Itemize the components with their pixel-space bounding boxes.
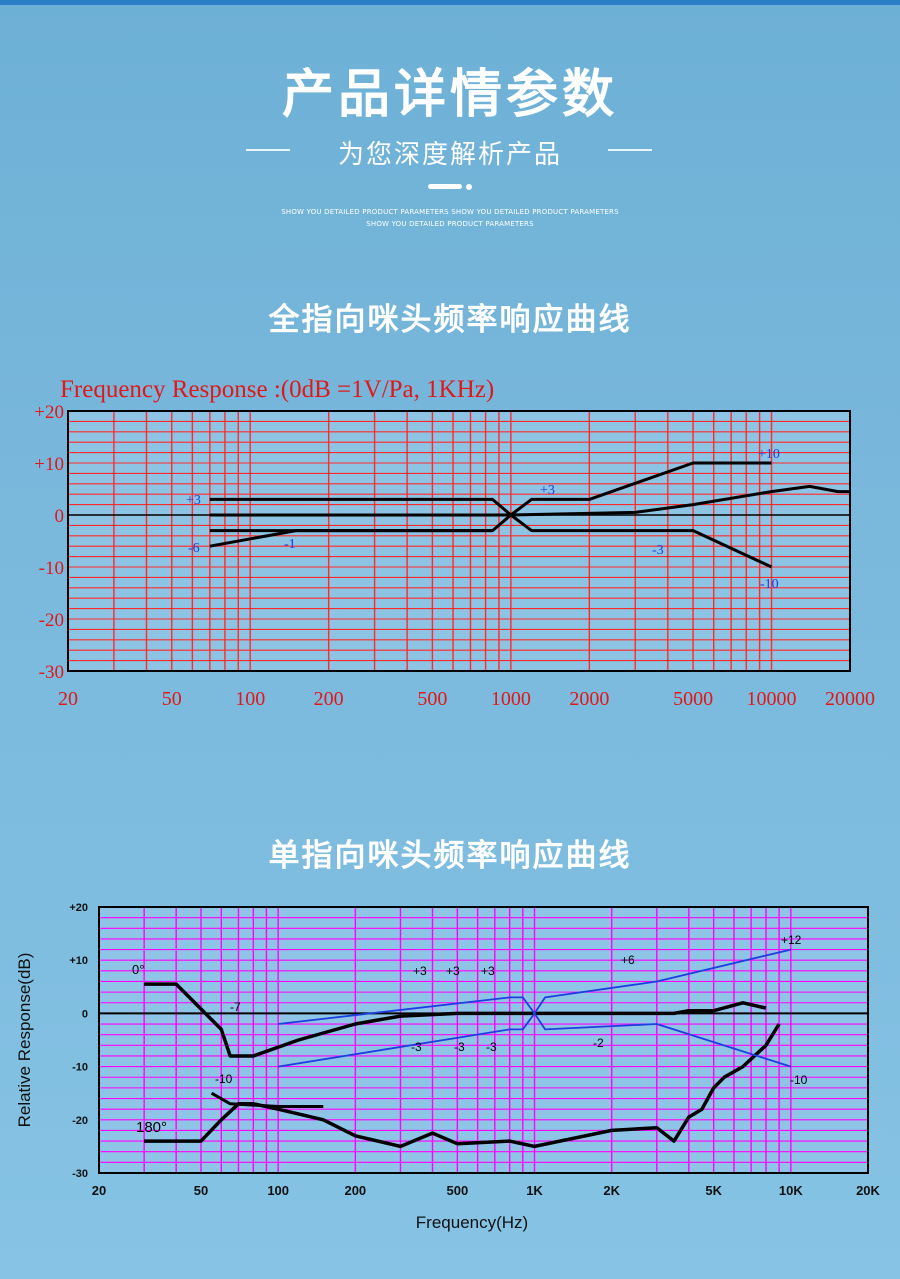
curve-annotation: -3 — [454, 1040, 465, 1054]
series-line — [144, 982, 767, 1058]
series-line — [278, 1012, 792, 1068]
x-axis-label: Frequency(Hz) — [416, 1213, 528, 1232]
section-title-cardioid: 单指向咪头频率响应曲线 — [268, 838, 632, 874]
cardioid-frequency-response-chart: +20 +10 0 -10 -20 -30 20 50 100 200 500 1K 2K 5K 10K 20… — [15, 902, 881, 1232]
y-tick-label: +20 — [34, 402, 64, 423]
curve-annotation: +12 — [781, 933, 802, 947]
x-tick-label: 50 — [194, 1183, 208, 1198]
curve-annotation: -3 — [411, 1040, 422, 1054]
x-tick-label: 20 — [58, 688, 78, 710]
plot-frame — [98, 906, 869, 1174]
0-deg-label: 0° — [132, 962, 144, 977]
x-tick-label: 1K — [526, 1183, 543, 1198]
x-tick-label: 2000 — [569, 688, 609, 710]
y-tick-label: 0 — [55, 506, 65, 527]
curve-annotation: -10 — [760, 577, 779, 592]
curve-annotation: +3 — [186, 493, 201, 508]
y-tick-label: -30 — [39, 662, 64, 683]
curve-annotation: -7 — [230, 1000, 241, 1014]
english-caption-line2: SHOW YOU DETAILED PRODUCT PARAMETERS — [366, 220, 534, 228]
curve-annotation: +10 — [758, 447, 780, 462]
curve-annotation: -6 — [188, 541, 200, 556]
series-line — [209, 529, 493, 548]
x-tick-label: 10K — [779, 1183, 803, 1198]
y-tick-label: 0 — [82, 1008, 88, 1020]
y-tick-label: -30 — [72, 1168, 88, 1180]
y-axis-label: Relative Response(dB) — [15, 953, 34, 1128]
y-tick-label: +20 — [69, 902, 88, 914]
series-line — [209, 461, 772, 517]
x-tick-label: 100 — [235, 688, 265, 710]
subtitle-row: 为您深度解析产品 — [0, 130, 900, 170]
x-tick-label: 500 — [446, 1183, 468, 1198]
curve-annotation: +6 — [621, 953, 635, 967]
plot-area — [68, 411, 850, 671]
plot-area — [99, 907, 868, 1173]
x-tick-label: 5K — [705, 1183, 722, 1198]
x-tick-label: 100 — [267, 1183, 289, 1198]
omni-frequency-response-chart: +20 +10 0 -10 -20 -30 20 50 100 200 500 1000 2000 500… — [34, 376, 875, 710]
curve-annotation: +3 — [446, 964, 460, 978]
x-tick-label: 50 — [162, 688, 182, 710]
x-tick-label: 2K — [603, 1183, 620, 1198]
y-tick-label: -10 — [39, 558, 64, 579]
y-tick-label: -20 — [72, 1115, 88, 1127]
curve-annotation: -2 — [593, 1036, 604, 1050]
y-tick-label: -10 — [72, 1062, 88, 1074]
180-deg-label: 180° — [136, 1119, 167, 1136]
english-caption-line1: SHOW YOU DETAILED PRODUCT PARAMETERS SHO… — [281, 208, 619, 216]
section-title-omni: 全指向咪头频率响应曲线 — [268, 302, 632, 338]
curve-annotation: -10 — [215, 1072, 233, 1086]
curve-annotation: -3 — [652, 543, 664, 558]
y-tick-label: +10 — [34, 454, 64, 475]
y-tick-label: +10 — [69, 955, 88, 967]
curve-annotation: +3 — [540, 483, 555, 498]
decorative-dash — [428, 184, 462, 189]
x-tick-label: 20K — [856, 1183, 880, 1198]
top-accent-bar — [0, 0, 900, 5]
curve-annotation: +3 — [481, 964, 495, 978]
x-tick-label: 1000 — [491, 688, 531, 710]
curve-annotation: +3 — [413, 964, 427, 978]
curve-annotation: -3 — [486, 1040, 497, 1054]
series-line — [210, 1091, 324, 1108]
x-tick-label: 5000 — [673, 688, 713, 710]
x-tick-label: 200 — [314, 688, 344, 710]
page-subtitle: 为您深度解析产品 — [337, 140, 562, 170]
x-tick-label: 200 — [344, 1183, 366, 1198]
x-tick-label: 500 — [417, 688, 447, 710]
subtitle-right-rule — [608, 149, 652, 151]
curve-annotation: -10 — [790, 1073, 808, 1087]
x-tick-label: 20 — [92, 1183, 106, 1198]
plot-frame — [67, 410, 851, 672]
subtitle-left-rule — [246, 149, 290, 151]
x-tick-label: 10000 — [747, 688, 797, 710]
series-line — [209, 484, 850, 517]
page-title: 产品详情参数 — [281, 65, 618, 125]
chart-title: Frequency Response :(0dB =1V/Pa, 1KHz) — [60, 376, 494, 403]
x-tick-label: 20000 — [825, 688, 875, 710]
curve-annotation: -1 — [284, 537, 296, 552]
y-tick-label: -20 — [39, 610, 64, 631]
decorative-dot — [466, 184, 472, 190]
